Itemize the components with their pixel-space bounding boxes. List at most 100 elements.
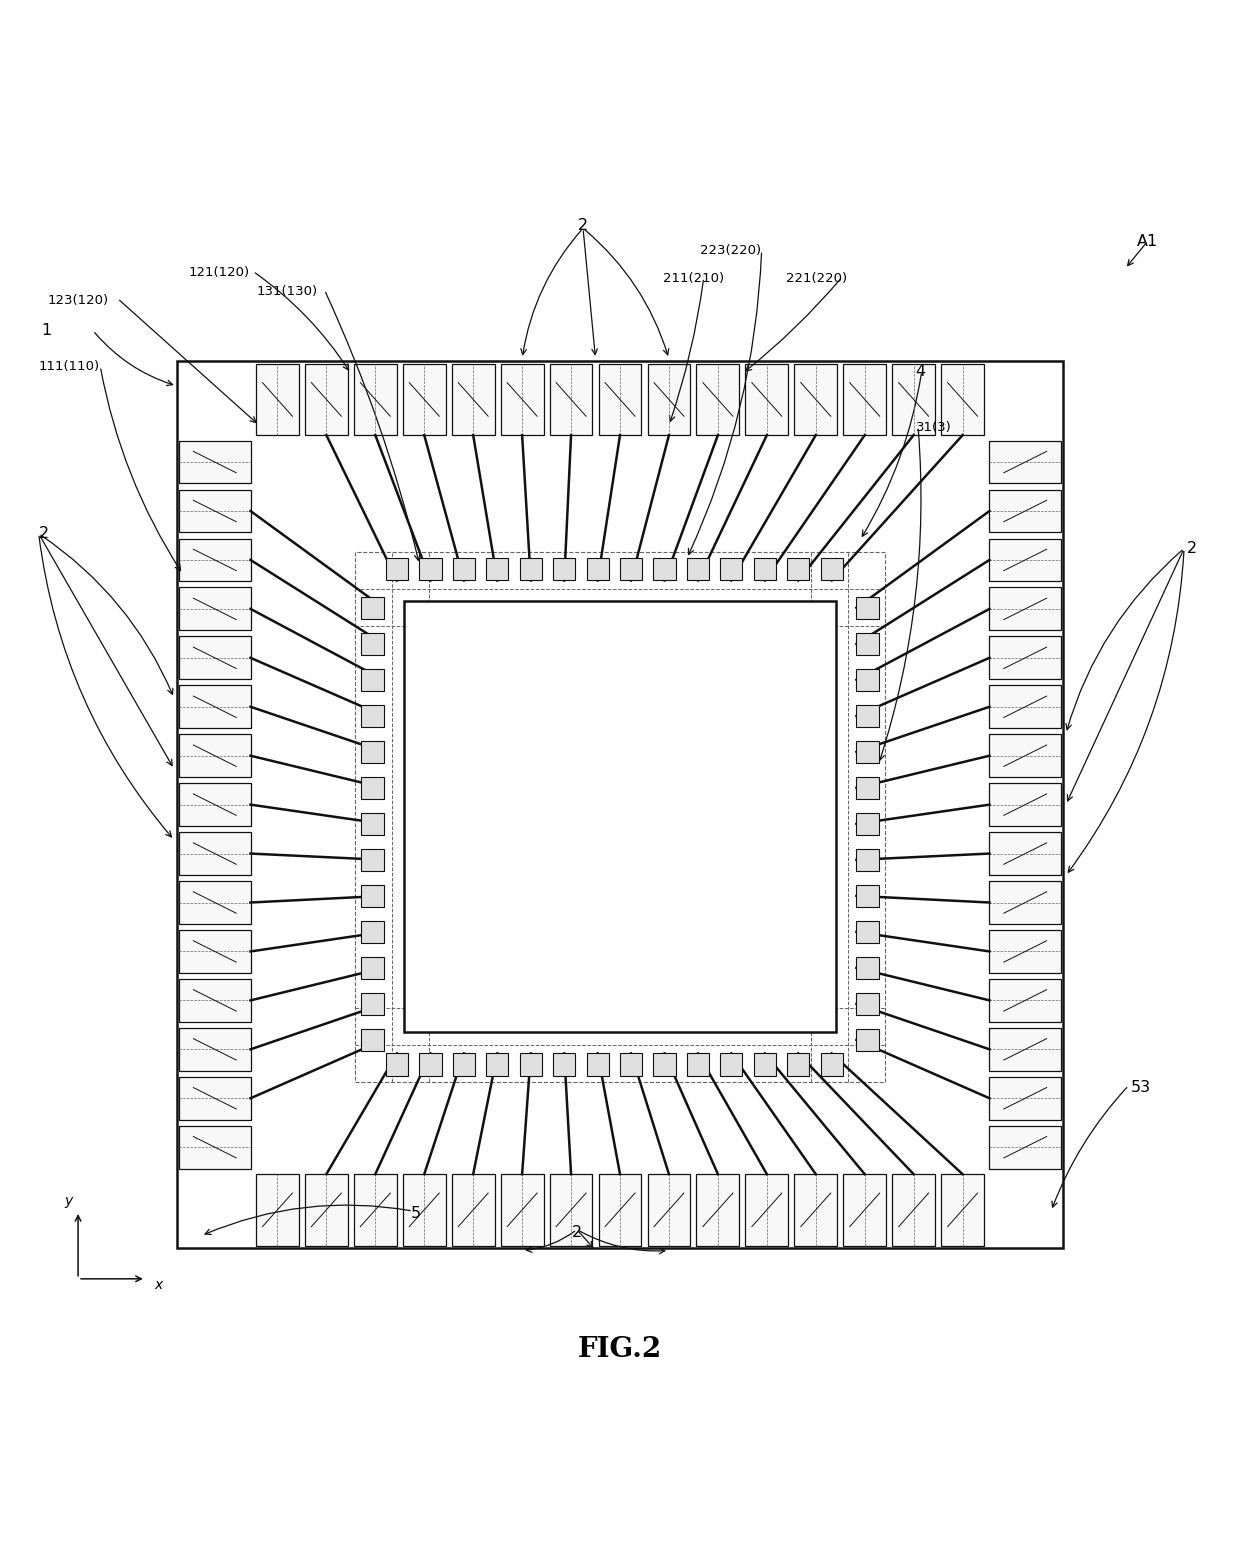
Bar: [305, 363, 347, 435]
Bar: [520, 1053, 542, 1075]
Bar: [857, 705, 879, 727]
Bar: [990, 881, 1061, 924]
Bar: [893, 363, 935, 435]
Bar: [361, 1028, 383, 1051]
Bar: [857, 813, 879, 835]
Text: 1: 1: [41, 323, 51, 339]
Text: 2: 2: [572, 1225, 582, 1240]
Bar: [179, 685, 250, 729]
Bar: [787, 558, 810, 580]
Bar: [179, 1028, 250, 1070]
Bar: [553, 558, 575, 580]
Bar: [179, 831, 250, 875]
Bar: [697, 363, 739, 435]
Bar: [451, 363, 495, 435]
Bar: [179, 490, 250, 532]
Bar: [179, 636, 250, 679]
Bar: [361, 705, 383, 727]
Bar: [745, 1175, 789, 1245]
Bar: [501, 363, 543, 435]
Bar: [990, 588, 1061, 630]
Bar: [361, 885, 383, 906]
Bar: [361, 633, 383, 655]
Bar: [179, 588, 250, 630]
Bar: [857, 992, 879, 1016]
Bar: [587, 1053, 609, 1075]
Text: 131(130): 131(130): [257, 284, 317, 298]
Bar: [857, 1028, 879, 1051]
Bar: [990, 735, 1061, 777]
Text: 111(110): 111(110): [38, 360, 99, 373]
Bar: [403, 1175, 445, 1245]
Text: FIG.2: FIG.2: [578, 1335, 662, 1362]
Text: 31(3): 31(3): [915, 421, 951, 434]
Bar: [355, 552, 885, 1081]
Bar: [687, 558, 709, 580]
Bar: [795, 363, 837, 435]
Bar: [419, 1053, 441, 1075]
Bar: [754, 1053, 776, 1075]
Bar: [857, 597, 879, 619]
Bar: [361, 669, 383, 691]
Bar: [620, 1053, 642, 1075]
Bar: [857, 777, 879, 799]
Bar: [687, 1053, 709, 1075]
Bar: [647, 1175, 691, 1245]
Bar: [361, 777, 383, 799]
Bar: [941, 363, 985, 435]
Bar: [990, 685, 1061, 729]
Bar: [501, 1175, 543, 1245]
Bar: [720, 558, 743, 580]
Bar: [179, 980, 250, 1022]
Bar: [990, 636, 1061, 679]
Bar: [255, 1175, 299, 1245]
Bar: [745, 363, 789, 435]
Bar: [754, 558, 776, 580]
Bar: [179, 1076, 250, 1120]
Bar: [990, 1076, 1061, 1120]
Bar: [990, 1126, 1061, 1168]
Bar: [821, 558, 843, 580]
Bar: [486, 1053, 508, 1075]
Bar: [857, 920, 879, 942]
Bar: [404, 602, 836, 1033]
Bar: [179, 930, 250, 973]
Bar: [361, 597, 383, 619]
Text: 33: 33: [645, 753, 665, 769]
Bar: [990, 490, 1061, 532]
Bar: [990, 538, 1061, 582]
Bar: [176, 362, 1064, 1248]
Bar: [857, 669, 879, 691]
Bar: [990, 980, 1061, 1022]
Bar: [179, 1126, 250, 1168]
Bar: [451, 1175, 495, 1245]
Text: 5: 5: [410, 1206, 420, 1221]
Text: 121(120): 121(120): [188, 267, 250, 279]
Bar: [787, 1053, 810, 1075]
Bar: [361, 741, 383, 763]
Bar: [179, 783, 250, 827]
Bar: [843, 1175, 887, 1245]
Text: 211(210): 211(210): [663, 271, 724, 285]
Bar: [843, 363, 887, 435]
Bar: [361, 813, 383, 835]
Bar: [549, 1175, 593, 1245]
Bar: [720, 1053, 743, 1075]
Bar: [520, 558, 542, 580]
Bar: [453, 558, 475, 580]
Bar: [697, 1175, 739, 1245]
Bar: [361, 956, 383, 980]
Bar: [549, 363, 593, 435]
Bar: [353, 363, 397, 435]
Text: y: y: [64, 1195, 72, 1209]
Bar: [893, 1175, 935, 1245]
Bar: [486, 558, 508, 580]
Bar: [179, 538, 250, 582]
Bar: [857, 741, 879, 763]
Bar: [857, 956, 879, 980]
Text: 223(220): 223(220): [701, 243, 761, 257]
Bar: [386, 558, 408, 580]
Bar: [821, 1053, 843, 1075]
Bar: [403, 363, 445, 435]
Bar: [941, 1175, 985, 1245]
